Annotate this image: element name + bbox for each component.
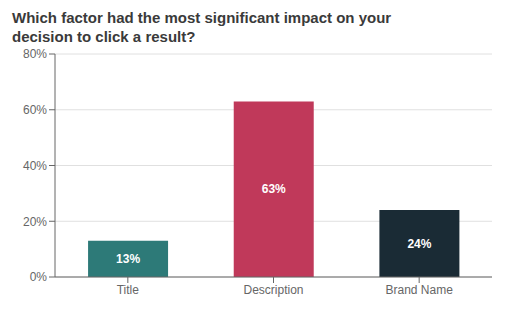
svg-text:80%: 80% [23,47,47,61]
svg-text:63%: 63% [262,182,286,196]
svg-text:24%: 24% [407,237,431,251]
html-text:decision to click a result?: decision to click a result? [12,28,196,45]
svg-text:40%: 40% [23,159,47,173]
html-text:Which factor had the most sign: Which factor had the most significant im… [12,9,392,26]
svg-text:13%: 13% [116,252,140,266]
svg-text:0%: 0% [30,270,48,284]
svg-text:Description: Description [243,283,303,297]
svg-text:20%: 20% [23,215,47,229]
svg-text:60%: 60% [23,103,47,117]
svg-text:Brand Name: Brand Name [385,283,453,297]
svg-text:Title: Title [117,283,140,297]
